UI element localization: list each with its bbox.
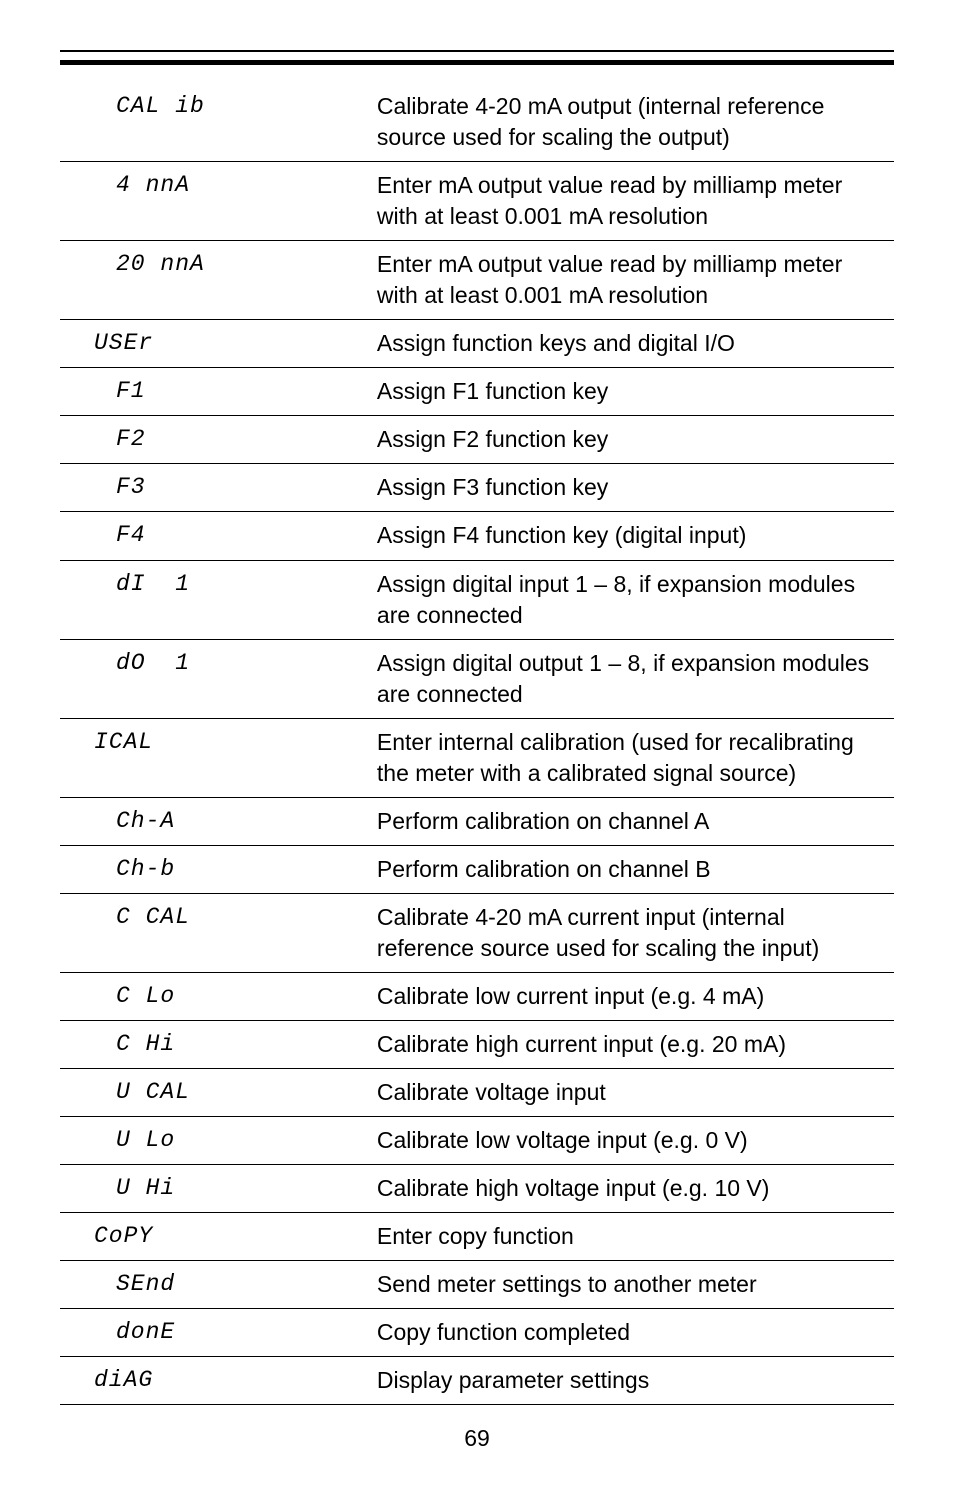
- description-cell: Calibrate high current input (e.g. 20 mA…: [377, 1021, 894, 1069]
- code-cell: 4 nnA: [60, 162, 377, 241]
- table-row: U LoCalibrate low voltage input (e.g. 0 …: [60, 1117, 894, 1165]
- table-row: SEndSend meter settings to another meter: [60, 1261, 894, 1309]
- second-rule: [60, 60, 894, 83]
- description-cell: Perform calibration on channel B: [377, 845, 894, 893]
- table-row: F2Assign F2 function key: [60, 416, 894, 464]
- description-cell: Calibrate voltage input: [377, 1069, 894, 1117]
- description-cell: Calibrate low voltage input (e.g. 0 V): [377, 1117, 894, 1165]
- table-row: F1Assign F1 function key: [60, 368, 894, 416]
- table-row: C HiCalibrate high current input (e.g. 2…: [60, 1021, 894, 1069]
- code-cell: U CAL: [60, 1069, 377, 1117]
- code-cell: donE: [60, 1309, 377, 1357]
- code-cell: 20 nnA: [60, 241, 377, 320]
- table-row: Ch-APerform calibration on channel A: [60, 797, 894, 845]
- description-cell: Calibrate high voltage input (e.g. 10 V): [377, 1165, 894, 1213]
- table-row: donECopy function completed: [60, 1309, 894, 1357]
- description-cell: Assign F2 function key: [377, 416, 894, 464]
- code-cell: U Hi: [60, 1165, 377, 1213]
- table-row: U CALCalibrate voltage input: [60, 1069, 894, 1117]
- table-row: CAL ibCalibrate 4-20 mA output (internal…: [60, 83, 894, 162]
- description-cell: Enter mA output value read by milliamp m…: [377, 241, 894, 320]
- parameter-table-body: CAL ibCalibrate 4-20 mA output (internal…: [60, 83, 894, 1405]
- code-cell: C Lo: [60, 972, 377, 1020]
- code-cell: F4: [60, 512, 377, 560]
- description-cell: Enter mA output value read by milliamp m…: [377, 162, 894, 241]
- table-row: ICALEnter internal calibration (used for…: [60, 718, 894, 797]
- description-cell: Assign F3 function key: [377, 464, 894, 512]
- code-cell: USEr: [60, 320, 377, 368]
- table-row: U HiCalibrate high voltage input (e.g. 1…: [60, 1165, 894, 1213]
- code-cell: F1: [60, 368, 377, 416]
- code-cell: SEnd: [60, 1261, 377, 1309]
- table-row: 20 nnAEnter mA output value read by mill…: [60, 241, 894, 320]
- table-row: dI 1Assign digital input 1 – 8, if expan…: [60, 560, 894, 639]
- description-cell: Assign digital input 1 – 8, if expansion…: [377, 560, 894, 639]
- description-cell: Assign F4 function key (digital input): [377, 512, 894, 560]
- table-row: 4 nnAEnter mA output value read by milli…: [60, 162, 894, 241]
- code-cell: Ch-A: [60, 797, 377, 845]
- code-cell: C CAL: [60, 893, 377, 972]
- table-row: dO 1Assign digital output 1 – 8, if expa…: [60, 639, 894, 718]
- description-cell: Assign F1 function key: [377, 368, 894, 416]
- table-row: diAGDisplay parameter settings: [60, 1357, 894, 1405]
- table-row: F3Assign F3 function key: [60, 464, 894, 512]
- description-cell: Calibrate 4-20 mA current input (interna…: [377, 893, 894, 972]
- description-cell: Enter copy function: [377, 1213, 894, 1261]
- table-row: F4Assign F4 function key (digital input): [60, 512, 894, 560]
- code-cell: CAL ib: [60, 83, 377, 162]
- code-cell: Ch-b: [60, 845, 377, 893]
- table-row: C CALCalibrate 4-20 mA current input (in…: [60, 893, 894, 972]
- code-cell: U Lo: [60, 1117, 377, 1165]
- code-cell: CoPY: [60, 1213, 377, 1261]
- description-cell: Perform calibration on channel A: [377, 797, 894, 845]
- description-cell: Assign digital output 1 – 8, if expansio…: [377, 639, 894, 718]
- table-row: USErAssign function keys and digital I/O: [60, 320, 894, 368]
- description-cell: Send meter settings to another meter: [377, 1261, 894, 1309]
- code-cell: F2: [60, 416, 377, 464]
- table-row: C LoCalibrate low current input (e.g. 4 …: [60, 972, 894, 1020]
- code-cell: ICAL: [60, 718, 377, 797]
- description-cell: Calibrate low current input (e.g. 4 mA): [377, 972, 894, 1020]
- code-cell: C Hi: [60, 1021, 377, 1069]
- top-rule: [60, 50, 894, 60]
- page-number: 69: [60, 1425, 894, 1452]
- table-row: CoPYEnter copy function: [60, 1213, 894, 1261]
- description-cell: Copy function completed: [377, 1309, 894, 1357]
- table-row: Ch-bPerform calibration on channel B: [60, 845, 894, 893]
- page-container: CAL ibCalibrate 4-20 mA output (internal…: [0, 0, 954, 1492]
- parameter-table: CAL ibCalibrate 4-20 mA output (internal…: [60, 83, 894, 1405]
- code-cell: dO 1: [60, 639, 377, 718]
- description-cell: Enter internal calibration (used for rec…: [377, 718, 894, 797]
- description-cell: Display parameter settings: [377, 1357, 894, 1405]
- code-cell: F3: [60, 464, 377, 512]
- description-cell: Calibrate 4-20 mA output (internal refer…: [377, 83, 894, 162]
- code-cell: diAG: [60, 1357, 377, 1405]
- description-cell: Assign function keys and digital I/O: [377, 320, 894, 368]
- code-cell: dI 1: [60, 560, 377, 639]
